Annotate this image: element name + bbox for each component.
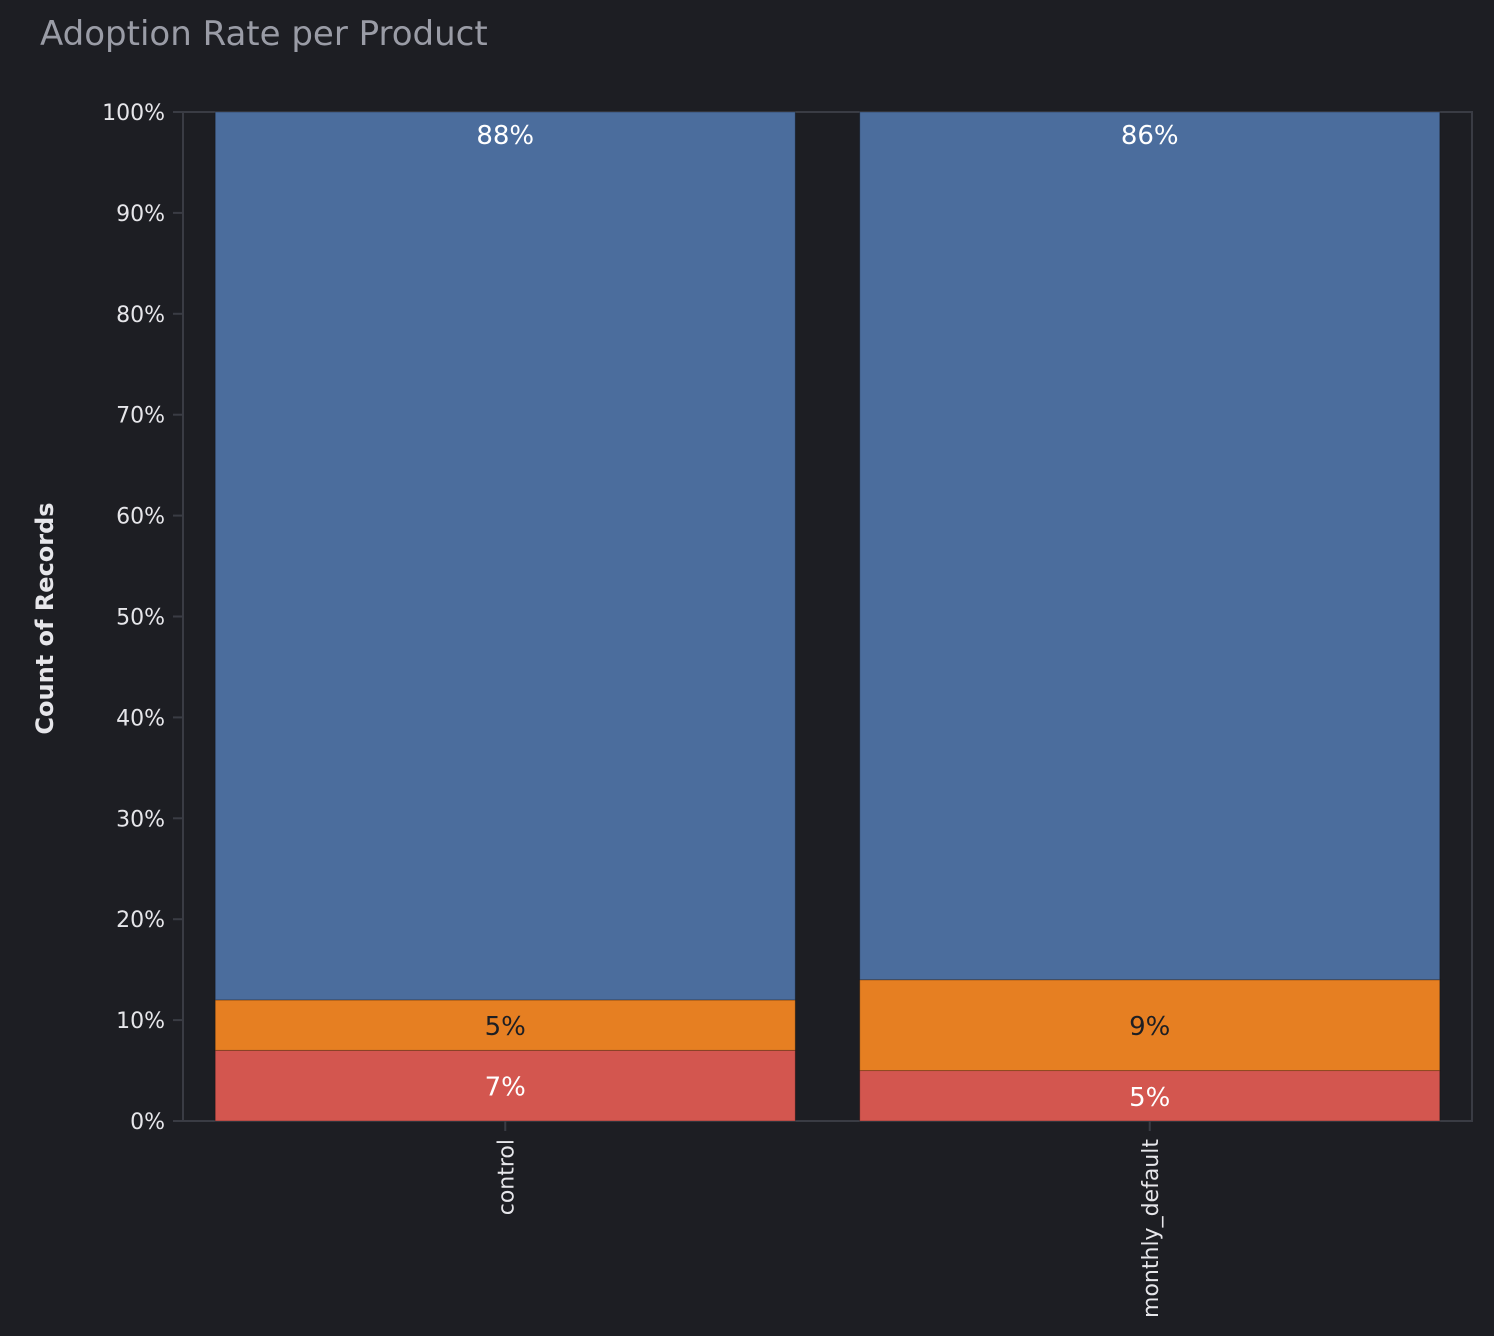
y-tick-label: 90% [116,202,165,227]
y-tick-label: 0% [130,1110,165,1135]
data-label: 9% [1129,1012,1170,1042]
bar-segment[interactable] [859,979,1441,1072]
chart-title: Adoption Rate per Product [40,14,488,54]
y-tick-label: 40% [116,706,165,731]
bar-segment[interactable] [214,999,796,1051]
y-tick-label: 80% [116,303,165,328]
y-axis-label: Count of Records [31,502,59,734]
y-tick-label: 50% [116,606,165,631]
y-tick-label: 30% [116,807,165,832]
bar-segment[interactable] [859,111,1441,981]
x-axis-ticks: control monthly_default [494,1121,1164,1318]
data-label: 5% [1129,1083,1170,1113]
x-tick-label: control [494,1139,519,1215]
data-label: 86% [1121,121,1179,151]
y-tick-label: 60% [116,505,165,530]
y-tick-label: 20% [116,908,165,933]
bar-segment[interactable] [214,1049,796,1122]
y-tick-label: 100% [102,101,165,126]
y-tick-label: 70% [116,404,165,429]
data-label: 5% [485,1012,526,1042]
y-tick-label: 10% [116,1009,165,1034]
data-label: 88% [476,121,534,151]
y-axis-ticks: 0% 10% 20% 30% 40% 50% 60% 70% 80% 90% 100% [102,101,183,1135]
x-tick-label: monthly_default [1139,1139,1164,1318]
data-label: 7% [485,1073,526,1103]
bar-segment[interactable] [859,1070,1441,1122]
bar-segment[interactable] [214,111,796,1001]
bars: 7% 5% 88% 5% 9% 86% [214,111,1441,1122]
